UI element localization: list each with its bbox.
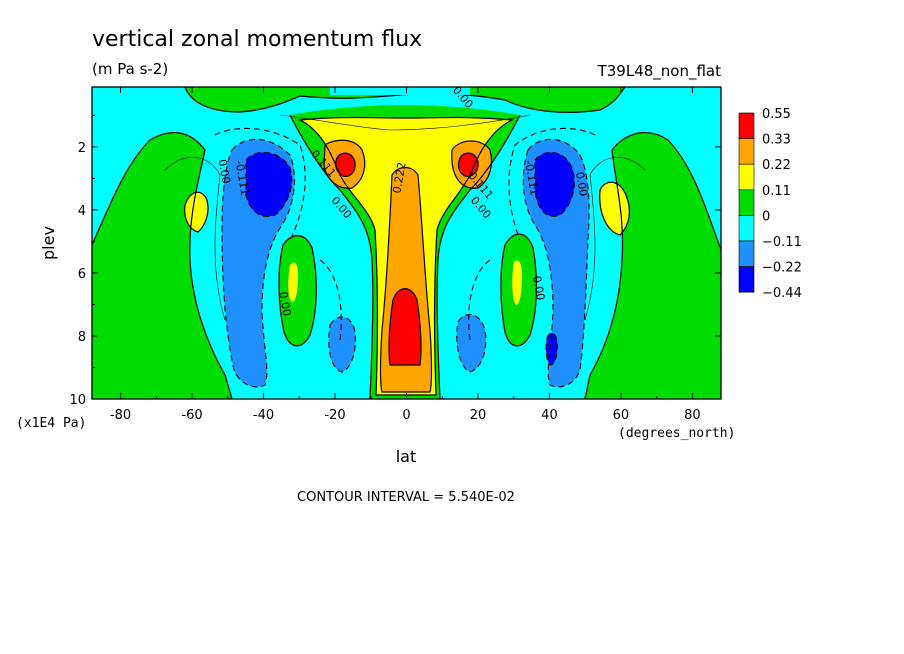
contour-label: 0.00 [573, 171, 590, 197]
legend-swatch [738, 189, 755, 216]
y-axis: 2 4 6 8 10 [69, 114, 721, 408]
x-axis-title: lat [396, 447, 417, 466]
contour-lines-thin [164, 114, 646, 321]
chart-units: (m Pa s-2) [92, 60, 168, 78]
legend-label: −0.11 [762, 235, 802, 250]
legend-swatch [738, 163, 755, 191]
legend-label: 0.11 [762, 184, 791, 199]
y-tick-label: 6 [78, 267, 86, 282]
x-tick-label: -20 [324, 408, 345, 423]
x-tick-label: 80 [684, 408, 701, 423]
band-blue-left-small [328, 316, 356, 372]
legend-label: 0 [762, 209, 770, 224]
y-tick-label: 10 [69, 393, 86, 408]
contour-field [92, 87, 721, 399]
x-axis: -80 -60 -40 -20 0 20 40 60 80 [110, 87, 701, 423]
legend-swatch [738, 266, 755, 293]
x-tick-label: -60 [181, 408, 202, 423]
x-tick-label: -80 [110, 408, 131, 423]
legend-swatch [738, 240, 755, 267]
contour-lines-negative [214, 127, 596, 388]
legend-label: 0.55 [762, 107, 791, 122]
contour-label: -0.111 [522, 159, 541, 196]
x-tick-label: 20 [470, 408, 487, 423]
legend-swatch [738, 215, 755, 242]
legend-label: 0.22 [762, 158, 791, 173]
band-deepblue-right [535, 152, 575, 217]
band-cyan-top-strip [330, 87, 470, 95]
legend-label: −0.22 [762, 261, 802, 276]
color-legend: 0.55 0.33 0.22 0.11 0 −0.11 −0.22 −0.44 [738, 107, 802, 301]
band-yellow-left-lobe [184, 192, 208, 232]
y-axis-units: (x1E4 Pa) [16, 416, 86, 431]
contour-label: 0.00 [530, 275, 547, 301]
contour-label: 0.00 [216, 158, 233, 184]
x-tick-label: 0 [402, 408, 410, 423]
legend-label: 0.33 [762, 133, 791, 148]
legend-label: −0.44 [762, 286, 802, 301]
x-tick-label: -40 [253, 408, 274, 423]
y-tick-label: 2 [78, 141, 86, 156]
x-tick-label: 40 [541, 408, 558, 423]
band-yellow-right-inner [512, 260, 522, 305]
y-tick-label: 4 [78, 204, 86, 219]
contour-label: 0.222 [390, 161, 408, 194]
y-axis-title: plev [39, 226, 58, 260]
band-red-left-cap [335, 153, 356, 177]
contour-lines-positive [92, 87, 721, 399]
x-axis-units: (degrees_north) [618, 426, 735, 441]
run-label: T39L48_non_flat [597, 62, 722, 81]
contour-label: 0.00 [276, 291, 293, 317]
band-green-right-outer [585, 132, 721, 399]
y-tick-label: 8 [78, 330, 86, 345]
legend-swatch [738, 112, 755, 139]
contour-label: -0.111 [232, 159, 251, 196]
band-deepblue-left [246, 152, 292, 217]
band-blue-right-small [456, 314, 486, 372]
band-green-top [185, 87, 625, 113]
band-green-left-inner [278, 235, 317, 346]
band-red-stem [389, 288, 421, 365]
x-tick-label: 60 [613, 408, 630, 423]
legend-swatch [738, 138, 755, 165]
band-red-right-cap [458, 153, 479, 177]
contour-interval: CONTOUR INTERVAL = 5.540E-02 [297, 490, 515, 505]
band-green-left-outer [92, 132, 232, 399]
chart-title: vertical zonal momentum flux [92, 27, 422, 52]
band-yellow-left-inner [288, 262, 298, 302]
